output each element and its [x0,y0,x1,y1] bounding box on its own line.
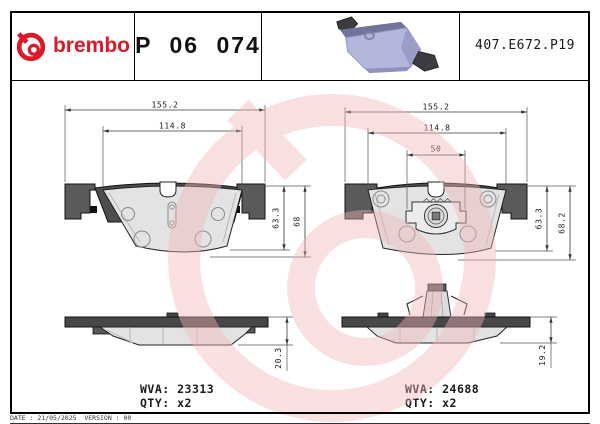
dim-right-friction-width: 114.8 [423,124,450,133]
pad-photo-cell [262,11,460,80]
footer-info-line: DATE : 21/05/2025 VERSION : 00 [10,414,132,422]
title-block: brembo P 06 074 407.E672.P19 [10,11,590,81]
brand-wordmark: brembo [52,33,130,57]
part-number-cell: P 06 074 [135,11,262,80]
dim-left-total-height: 68 [293,216,302,227]
left-pad-left-ear [64,183,96,220]
brembo-logo-icon [16,31,46,61]
dim-right-thickness: 19.2 [538,344,547,366]
right-pad-front-view [344,181,528,255]
catalog-code: 407.E672.P19 [475,38,575,53]
right-drawing-dimensions: 155.2 114.8 50 63.3 68.2 19.2 [344,103,576,368]
left-wva-label: WVA: 23313 [140,382,214,396]
dim-left-total-width: 155.2 [151,101,178,110]
left-drawing-dimensions: 155.2 114.8 63.3 68 20.3 [64,101,311,371]
dim-left-thickness: 20.3 [274,347,283,369]
left-pad-front-view [64,181,266,253]
part-number: P 06 074 [135,32,261,58]
left-pad-top-view [64,312,269,346]
right-qty-label: QTY: x2 [405,396,457,410]
dim-left-friction-width: 114.8 [159,122,186,131]
dim-right-total-height: 68.2 [558,212,567,234]
sensor-clip-wires [406,295,468,316]
brake-pad-photo [336,15,439,73]
left-pad-friction [102,185,243,253]
right-pad-top-view [341,283,531,344]
dim-right-friction-height: 63.3 [535,208,544,230]
left-pad-right-ear [236,183,266,220]
dim-left-friction-height: 63.3 [272,207,281,229]
right-pad-top-notch [427,181,445,198]
brand-cell: brembo [10,11,135,80]
brembo-watermark-icon [168,94,496,422]
dim-right-total-width: 155.2 [422,103,449,112]
left-pad-top-notch [159,181,177,198]
catalog-code-cell: 407.E672.P19 [460,11,590,80]
left-qty-label: QTY: x2 [140,396,192,410]
right-wva-label: WVA: 24688 [405,382,479,396]
dim-right-sensor-width: 50 [431,145,442,154]
footer-rule [10,422,590,424]
